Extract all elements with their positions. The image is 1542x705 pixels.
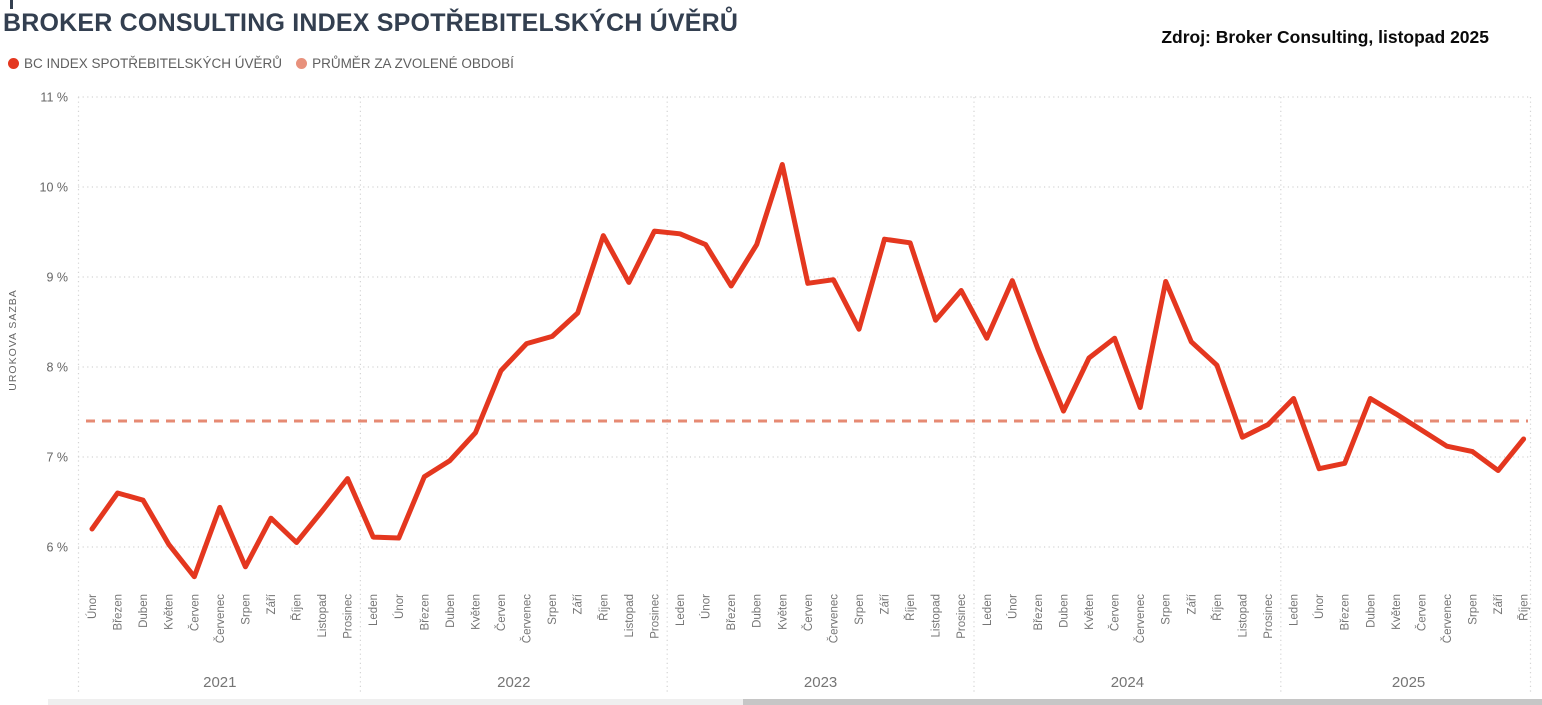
horizontal-scrollbar-track[interactable] <box>48 699 1542 705</box>
x-axis-month-label: Duben <box>445 594 457 628</box>
legend-label: PRŮMĚR ZA ZVOLENÉ OBDOBÍ <box>312 56 514 71</box>
x-axis-month-label: Září <box>266 593 278 614</box>
x-axis-month-label: Únor <box>86 594 99 619</box>
x-axis-month-label: Prosinec <box>1263 594 1275 639</box>
x-axis-month-label: Únor <box>1006 594 1019 619</box>
x-axis-month-label: Listopad <box>931 594 943 637</box>
legend-marker-circle <box>8 58 19 69</box>
x-axis-month-label: Květen <box>777 594 789 630</box>
y-axis-tick-label: 8 % <box>46 361 68 375</box>
y-axis-tick-label: 9 % <box>46 271 68 285</box>
x-axis-month-label: Červen <box>495 594 508 631</box>
x-axis-month-label: Leden <box>982 594 994 626</box>
x-axis-month-label: Březen <box>1033 594 1045 630</box>
x-axis-month-label: Září <box>1186 593 1198 614</box>
x-axis-month-label: Květen <box>471 594 483 630</box>
y-axis-tick-label: 10 % <box>40 181 69 195</box>
x-axis-month-label: Květen <box>164 594 176 630</box>
x-axis-month-label: Září <box>573 593 585 614</box>
x-axis-month-label: Říjen <box>1518 594 1531 621</box>
x-axis-month-label: Prosinec <box>649 594 661 639</box>
y-axis-tick-label: 11 % <box>40 91 68 105</box>
x-axis-month-label: Duben <box>1059 594 1071 628</box>
x-axis-month-label: Září <box>1493 593 1505 614</box>
x-axis-month-label: Leden <box>1289 594 1301 626</box>
x-axis-month-label: Červenec <box>1441 594 1454 643</box>
x-axis-month-label: Květen <box>1391 594 1403 630</box>
x-axis-month-label: Březen <box>113 594 125 630</box>
x-axis-month-label: Červen <box>1109 594 1122 631</box>
x-axis-month-label: Listopad <box>624 594 636 637</box>
x-axis-month-label: Srpen <box>1468 594 1480 625</box>
legend-item-1[interactable]: PRŮMĚR ZA ZVOLENÉ OBDOBÍ <box>296 56 514 71</box>
stray-mark <box>10 0 13 9</box>
x-axis-month-label: Srpen <box>854 594 866 625</box>
x-axis-year-label: 2022 <box>497 674 530 691</box>
y-axis-title: UROKOVA SAZBA <box>7 289 19 391</box>
x-axis-month-label: Duben <box>138 594 150 628</box>
legend-marker-circle <box>296 58 308 69</box>
x-axis-month-label: Březen <box>419 594 431 630</box>
x-axis-year-label: 2024 <box>1111 674 1144 691</box>
legend-label: BC INDEX SPOTŘEBITELSKÝCH ÚVĚRŮ <box>24 56 283 71</box>
x-axis-month-label: Říjen <box>291 594 304 621</box>
bc-index-line[interactable] <box>89 162 1527 580</box>
x-axis-month-label: Prosinec <box>343 594 355 639</box>
x-axis-month-label: Srpen <box>1161 594 1173 625</box>
x-axis-month-label: Červen <box>1415 594 1428 631</box>
horizontal-scrollbar-thumb[interactable] <box>743 699 1542 705</box>
x-axis-year-label: 2023 <box>804 674 837 691</box>
x-axis-month-label: Březen <box>1340 594 1352 630</box>
x-axis-month-label: Únor <box>1313 594 1326 619</box>
x-axis-month-label: Září <box>880 593 892 614</box>
x-axis-month-label: Říjen <box>1211 594 1224 621</box>
x-axis-month-label: Duben <box>752 594 764 628</box>
source-note: Zdroj: Broker Consulting, listopad 2025 <box>1161 27 1489 47</box>
x-axis-month-label: Červenec <box>521 594 534 643</box>
x-axis-month-label: Červen <box>802 594 815 631</box>
x-axis-month-label: Květen <box>1084 594 1096 630</box>
x-axis-month-label: Prosinec <box>956 594 968 639</box>
page-title: BROKER CONSULTING INDEX SPOTŘEBITELSKÝCH… <box>3 9 739 37</box>
x-axis-month-label: Únor <box>393 594 406 619</box>
y-axis-tick-label: 7 % <box>46 451 68 465</box>
x-axis-month-label: Červenec <box>827 594 840 643</box>
legend-item-0[interactable]: BC INDEX SPOTŘEBITELSKÝCH ÚVĚRŮ <box>8 56 282 71</box>
x-axis-month-label: Červenec <box>214 594 227 643</box>
x-axis-month-label: Červenec <box>1134 594 1147 643</box>
legend: BC INDEX SPOTŘEBITELSKÝCH ÚVĚRŮ PRŮMĚR ZA… <box>8 56 514 71</box>
x-axis-month-label: Listopad <box>317 594 329 637</box>
x-axis-month-label: Červen <box>188 594 201 631</box>
x-axis-month-label: Duben <box>1365 594 1377 628</box>
x-axis-month-label: Leden <box>368 594 380 626</box>
x-axis-month-label: Listopad <box>1237 594 1249 637</box>
x-axis-month-label: Srpen <box>240 594 252 625</box>
y-axis-tick-label: 6 % <box>46 541 68 555</box>
x-axis-month-label: Únor <box>700 594 713 619</box>
x-axis-year-label: 2021 <box>203 674 236 691</box>
x-axis-month-label: Říjen <box>904 594 917 621</box>
x-axis-year-label: 2025 <box>1392 674 1425 691</box>
x-axis-month-label: Březen <box>726 594 738 630</box>
x-axis-month-label: Říjen <box>597 594 610 621</box>
x-axis-month-label: Srpen <box>547 594 559 625</box>
x-axis-month-label: Leden <box>675 594 687 626</box>
